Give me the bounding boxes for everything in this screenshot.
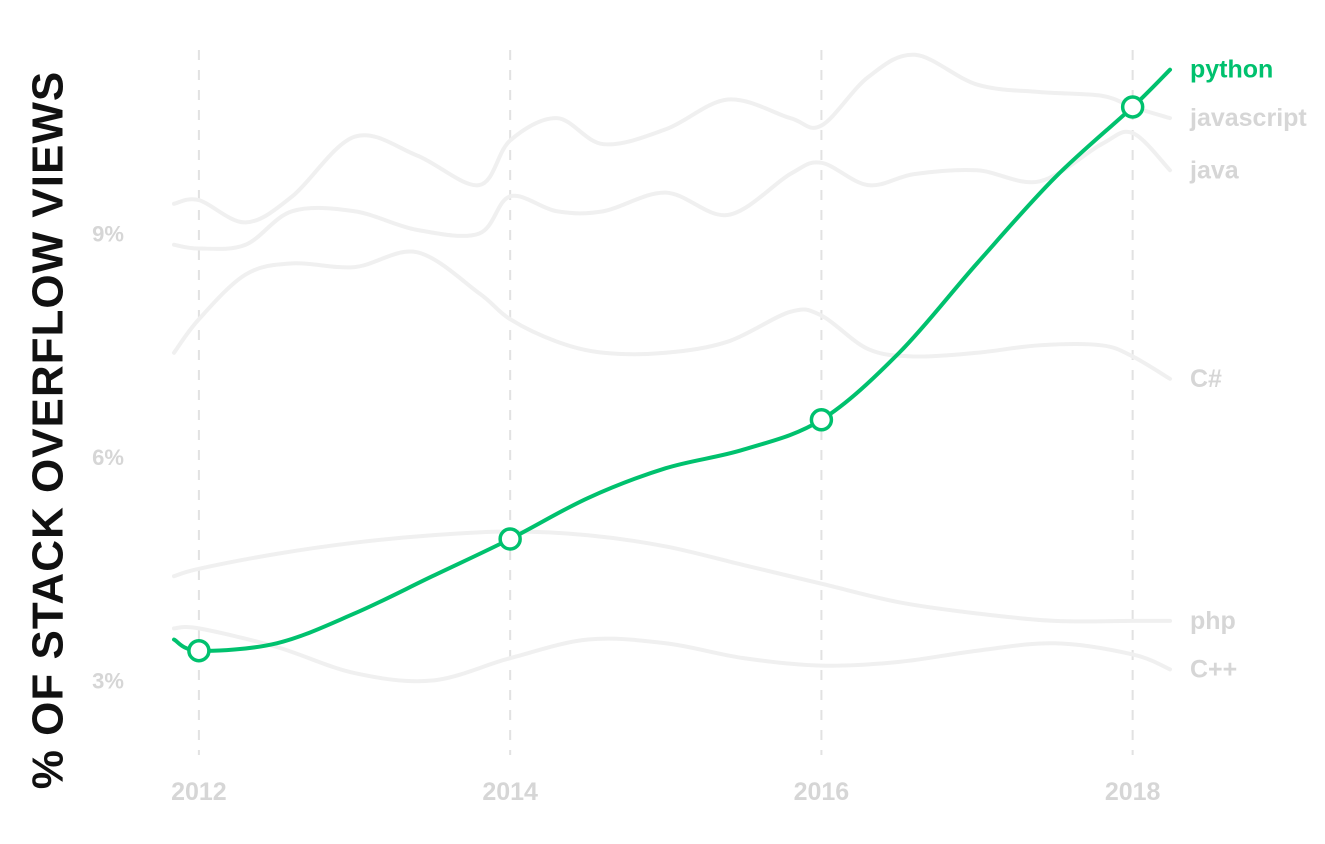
series-lines [172, 52, 1172, 684]
series-line-java [172, 129, 1172, 251]
series-line-php [172, 529, 1172, 624]
series-label-javascript: javascript [1189, 104, 1307, 132]
series-label-java: java [1189, 156, 1240, 184]
python-marker [498, 527, 522, 551]
y-tick-label: 3% [92, 669, 124, 694]
python-marker [187, 638, 211, 663]
series-label-c-: C++ [1190, 655, 1237, 683]
x-tick-label: 2012 [171, 778, 227, 806]
series-line-c- [172, 249, 1172, 381]
y-axis-title: % OF STACK OVERFLOW VIEWS [24, 71, 73, 789]
y-tick-label: 6% [92, 445, 124, 470]
x-tick-label: 2016 [794, 778, 850, 806]
series-label-c-: C# [1190, 365, 1222, 393]
y-tick-label: 9% [92, 222, 124, 247]
vertical-gridlines [197, 50, 1134, 755]
series-label-python: python [1190, 56, 1273, 84]
x-tick-label: 2014 [482, 778, 538, 806]
series-line-javascript [172, 52, 1172, 225]
series-line-python [172, 67, 1172, 653]
python-marker [1120, 95, 1145, 119]
series-line-c- [172, 625, 1172, 684]
tick-and-series-labels: 2012 2014 2016 2018 3% 6% 9% javascript java C# ph… [92, 56, 1307, 806]
highlight-markers [187, 95, 1145, 663]
python-marker [809, 408, 834, 432]
series-label-php: php [1190, 607, 1236, 635]
x-tick-label: 2018 [1105, 778, 1161, 806]
